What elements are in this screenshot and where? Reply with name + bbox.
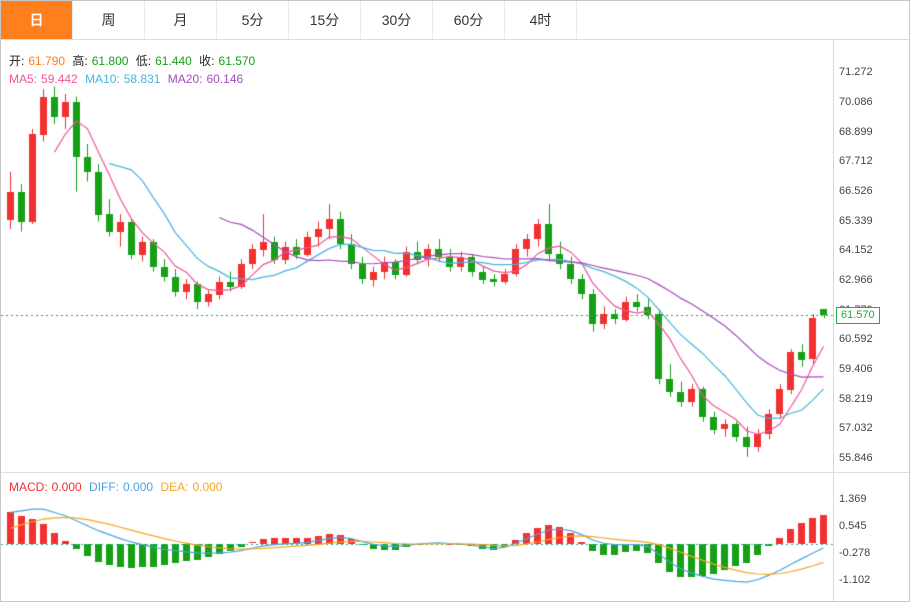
main-y-axis-label: 65.339 [839, 215, 873, 227]
diff-value: 0.000 [123, 480, 154, 494]
main-y-axis-label: 58.219 [839, 393, 873, 405]
main-y-axis-label: 60.592 [839, 333, 873, 345]
ma20-label: MA20: [167, 72, 203, 86]
main-y-axis-label: 57.032 [839, 422, 873, 434]
diff-label: DIFF: [89, 480, 120, 494]
ma5-value: 59.442 [41, 72, 78, 86]
candlestick-chart-canvas[interactable] [1, 40, 909, 601]
main-y-axis-label: 66.526 [839, 185, 873, 197]
main-y-axis-label: 59.406 [839, 363, 873, 375]
low-label: 低: [135, 54, 152, 68]
tab-30min[interactable]: 30分 [361, 1, 433, 39]
ma10-value: 58.831 [123, 72, 161, 86]
main-y-axis-label: 64.152 [839, 244, 873, 256]
ohlc-readout: 开: 61.790 高: 61.800 低: 61.440 收: 61.570 [9, 52, 259, 69]
pane-divider [1, 472, 909, 473]
ma5-label: MA5: [9, 72, 38, 86]
y-axis-separator [833, 40, 834, 601]
dea-value: 0.000 [192, 480, 223, 494]
close-label: 收: [199, 54, 215, 68]
main-y-axis-label: 68.899 [839, 126, 873, 138]
high-value: 61.800 [91, 54, 129, 68]
ma20-value: 60.146 [206, 72, 244, 86]
main-y-axis-label: 62.966 [839, 274, 873, 286]
macd-label: MACD: [9, 480, 48, 494]
main-y-axis-label: 55.846 [839, 452, 873, 464]
dea-label: DEA: [160, 480, 189, 494]
chart-area: 开: 61.790 高: 61.800 低: 61.440 收: 61.570 MA5:… [1, 40, 909, 601]
ma10-label: MA10: [85, 72, 120, 86]
open-label: 开: [9, 54, 25, 68]
tab-4hour[interactable]: 4时 [505, 1, 577, 39]
macd-y-axis-label: -1.102 [839, 574, 871, 586]
macd-y-axis-label: 0.545 [839, 520, 867, 532]
close-value: 61.570 [218, 54, 256, 68]
tab-60min[interactable]: 60分 [433, 1, 505, 39]
low-value: 61.440 [155, 54, 192, 68]
tab-5min[interactable]: 5分 [217, 1, 289, 39]
ma-readout: MA5: 59.442 MA10: 58.831 MA20: 60.146 [9, 72, 247, 86]
tab-month[interactable]: 月 [145, 1, 217, 39]
main-y-axis-label: 71.272 [839, 66, 873, 78]
macd-value: 0.000 [51, 480, 82, 494]
tab-15min[interactable]: 15分 [289, 1, 361, 39]
main-y-axis-label: 70.086 [839, 96, 873, 108]
macd-y-axis-label: 1.369 [839, 493, 867, 505]
high-label: 高: [72, 54, 88, 68]
period-tabbar: 日周月 5分 15分 30分 60分 4时 [1, 1, 909, 40]
current-price-tag: 61.570 [836, 307, 880, 324]
tab-week[interactable]: 周 [73, 1, 145, 39]
open-value: 61.790 [28, 54, 66, 68]
macd-readout: MACD: 0.000 DIFF: 0.000 DEA: 0.000 [9, 480, 226, 494]
tab-day[interactable]: 日 [1, 1, 73, 39]
main-y-axis-label: 67.712 [839, 155, 873, 167]
macd-y-axis-label: -0.278 [839, 547, 871, 559]
